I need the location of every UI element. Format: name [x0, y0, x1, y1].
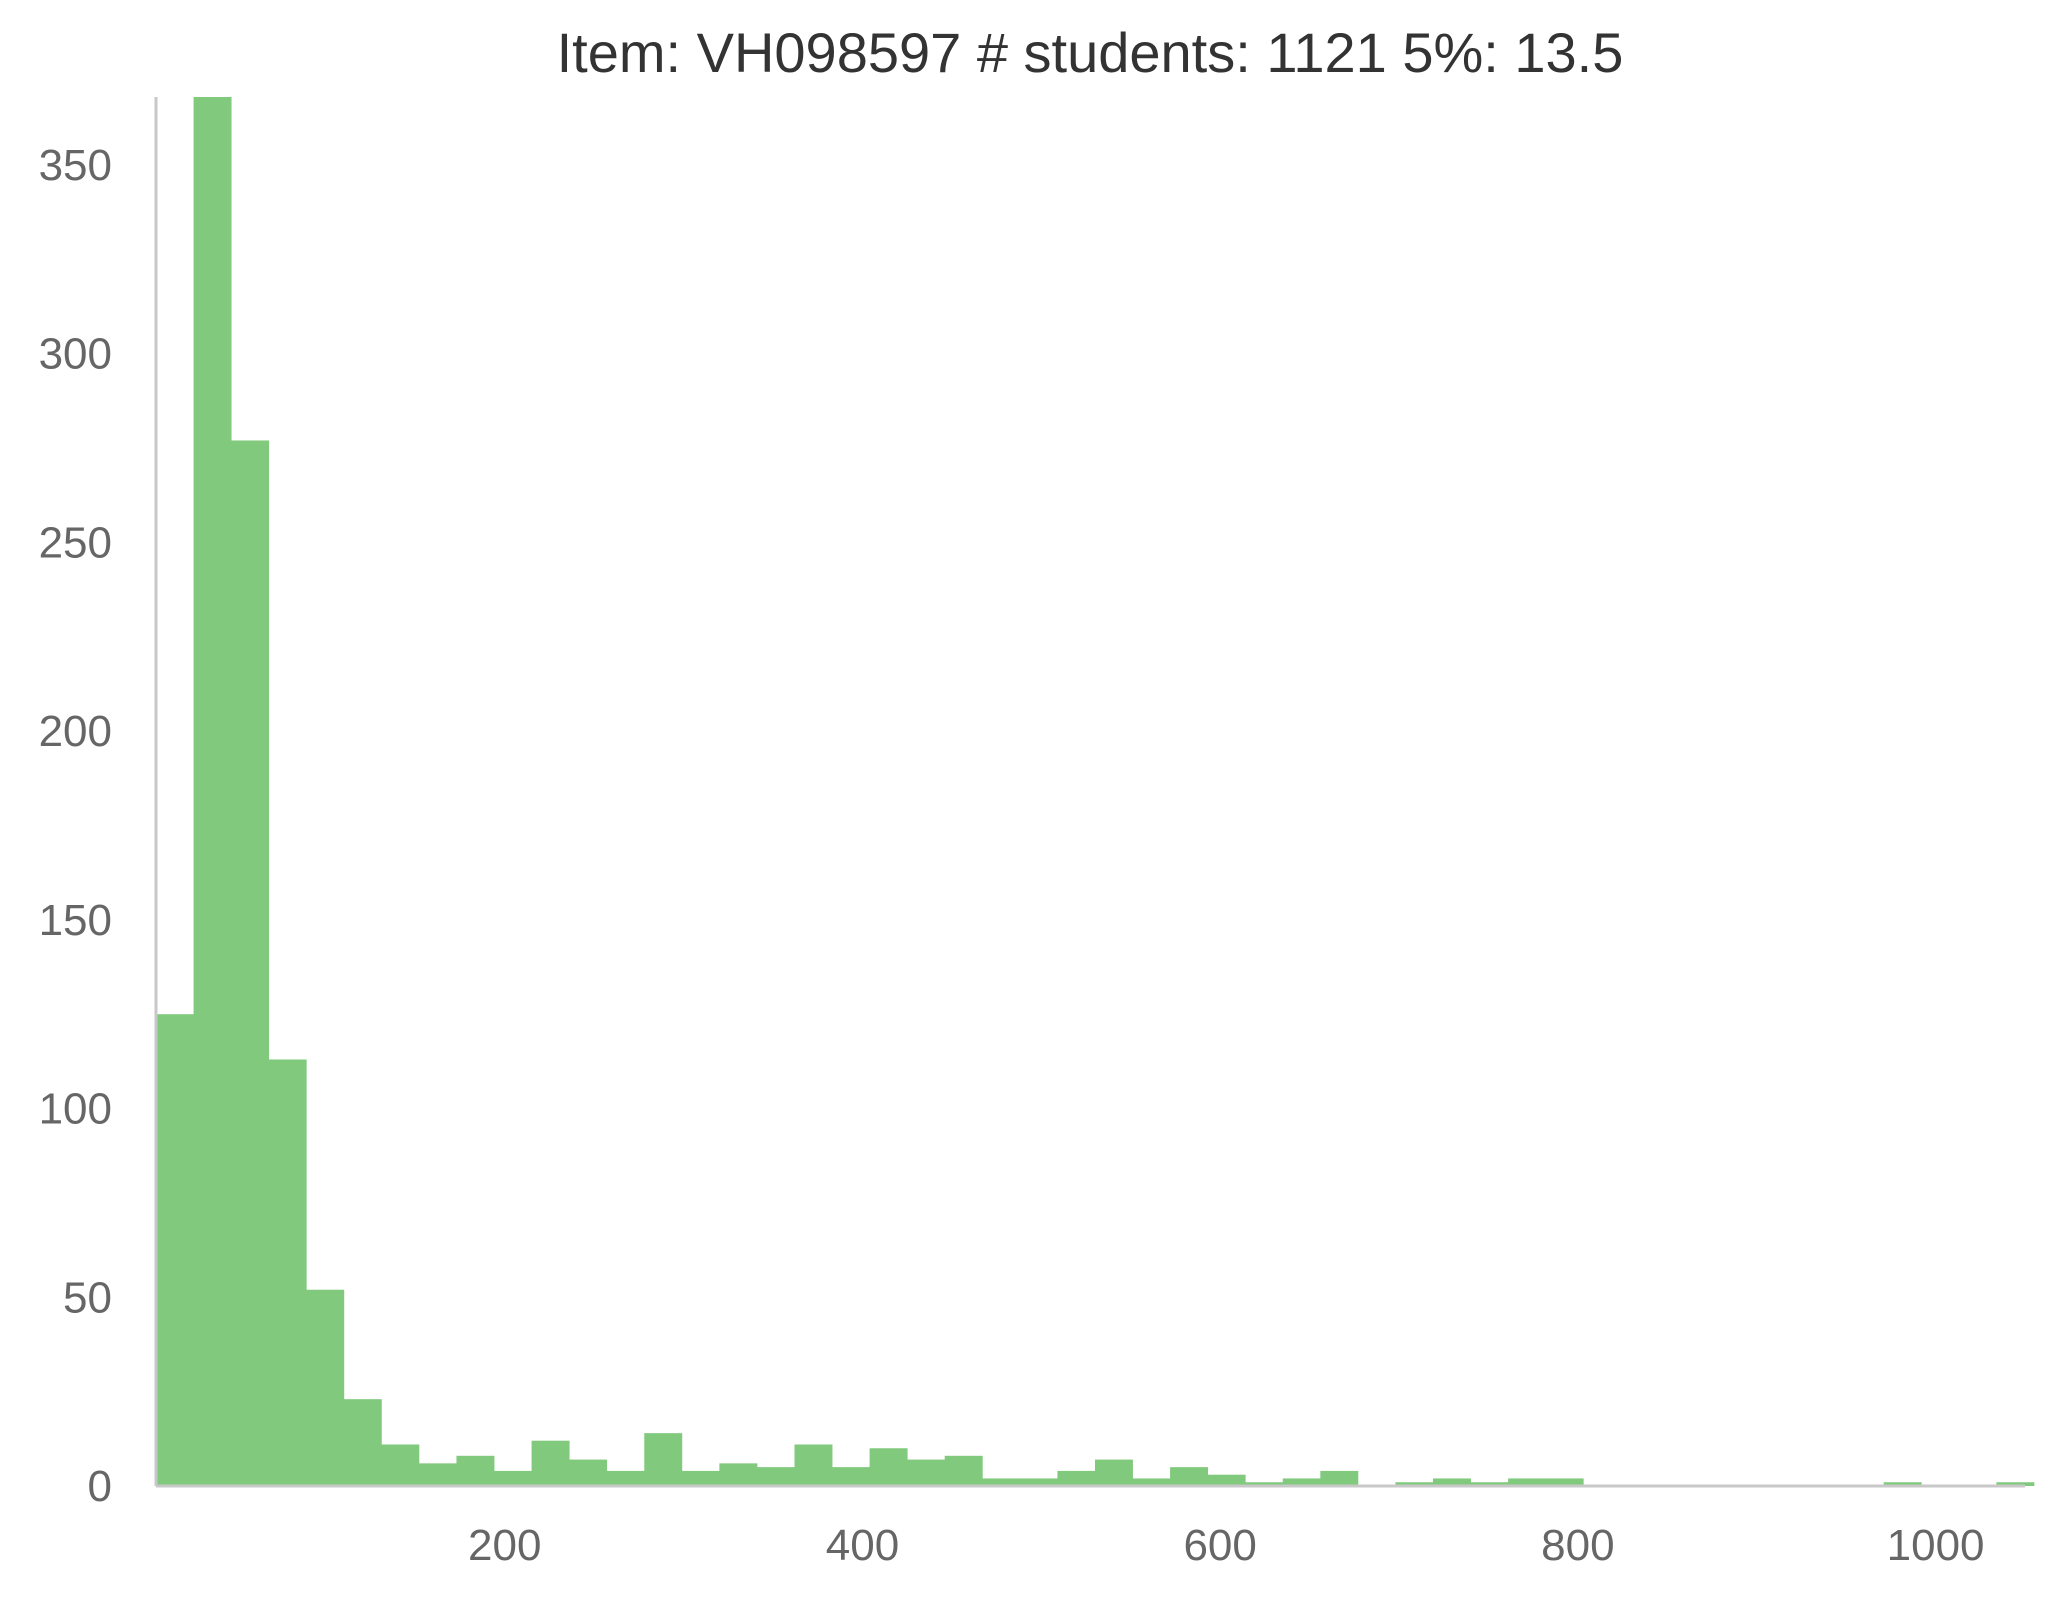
y-tick-label: 250 — [39, 518, 112, 567]
histogram-bar — [944, 1455, 983, 1486]
histogram-bars — [156, 97, 2035, 1486]
histogram-bar — [907, 1459, 946, 1486]
histogram-bar — [1132, 1478, 1171, 1486]
x-tick-labels: 200 400 600 800 1000 — [468, 1521, 1984, 1570]
y-tick-label: 200 — [39, 707, 112, 756]
histogram-bar — [306, 1289, 345, 1486]
y-tick-label: 100 — [39, 1085, 112, 1134]
histogram-bar — [569, 1459, 608, 1486]
histogram-bar — [756, 1467, 795, 1486]
histogram-bar — [644, 1433, 683, 1486]
histogram-bar — [719, 1463, 758, 1486]
x-tick-label: 600 — [1183, 1521, 1256, 1570]
histogram-bar — [1470, 1482, 1509, 1486]
x-tick-label: 800 — [1541, 1521, 1614, 1570]
histogram-bar — [156, 1014, 194, 1486]
histogram-bar — [1545, 1478, 1584, 1486]
x-tick-label: 400 — [826, 1521, 899, 1570]
histogram-bar — [1433, 1478, 1471, 1486]
histogram-bar — [1245, 1482, 1284, 1486]
histogram-bar — [1170, 1467, 1209, 1486]
histogram-bar — [1395, 1482, 1434, 1486]
y-tick-label: 150 — [39, 896, 112, 945]
histogram-bar — [1883, 1482, 1922, 1486]
chart-title: Item: VH098597 # students: 1121 5%: 13.5 — [557, 21, 1624, 84]
histogram-bar — [832, 1467, 871, 1486]
histogram-bar — [193, 97, 232, 1486]
histogram-bar — [1320, 1470, 1359, 1486]
histogram-bar — [982, 1478, 1021, 1486]
histogram-bar — [1057, 1470, 1096, 1486]
histogram-bar — [231, 440, 270, 1486]
histogram-bar — [606, 1470, 645, 1486]
histogram-bar — [1508, 1478, 1547, 1486]
x-tick-label: 1000 — [1887, 1521, 1985, 1570]
histogram-bar — [381, 1444, 420, 1486]
histogram-bar — [681, 1470, 720, 1486]
histogram-bar — [268, 1059, 307, 1486]
histogram-bar — [456, 1455, 495, 1486]
histogram-bar — [494, 1470, 532, 1486]
histogram-bar — [1282, 1478, 1321, 1486]
y-tick-label: 350 — [39, 141, 112, 190]
histogram-bar — [1207, 1474, 1246, 1486]
x-tick-label: 200 — [468, 1521, 541, 1570]
y-tick-label: 0 — [88, 1462, 112, 1511]
histogram-bar — [418, 1463, 457, 1486]
histogram-bar — [1094, 1459, 1133, 1486]
histogram-bar — [794, 1444, 833, 1486]
y-tick-labels: 0 50 100 150 200 250 300 350 — [39, 141, 112, 1511]
histogram-bar — [531, 1440, 570, 1486]
y-tick-label: 300 — [39, 330, 112, 379]
histogram-bar — [343, 1399, 382, 1486]
y-tick-label: 50 — [63, 1273, 112, 1322]
histogram-bar — [869, 1448, 908, 1486]
histogram-bar — [1019, 1478, 1058, 1486]
histogram-bar — [1996, 1482, 2035, 1486]
